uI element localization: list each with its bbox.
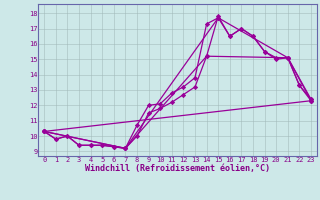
X-axis label: Windchill (Refroidissement éolien,°C): Windchill (Refroidissement éolien,°C) <box>85 164 270 173</box>
